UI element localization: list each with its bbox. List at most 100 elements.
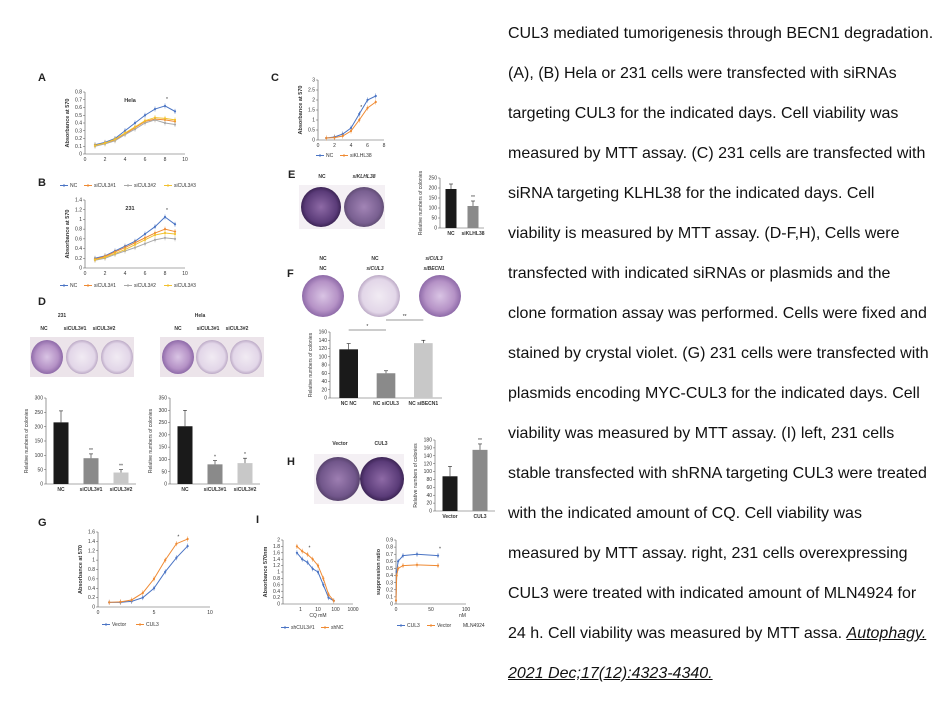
data-point	[163, 215, 167, 219]
y-tick-label: 1	[79, 217, 82, 223]
well-d-hela-sicul3-2	[230, 340, 262, 374]
figure: A B C D E F G H I 0 0.1 0.2 0.3 0.4 0.5 0.6 0.7…	[24, 72, 495, 631]
data-point	[295, 545, 299, 548]
significance-mark: **	[403, 314, 407, 320]
x-category-label: CUL3	[473, 514, 486, 520]
bar-vector	[442, 476, 458, 511]
data-point	[175, 542, 178, 545]
legend-marker	[399, 624, 403, 627]
data-point	[186, 544, 189, 548]
y-tick-label: 150	[159, 445, 168, 451]
data-point	[143, 119, 147, 122]
legend-marker	[86, 184, 90, 187]
data-point	[163, 117, 167, 120]
y-tick-label: 1	[92, 558, 95, 564]
caption-line: stable transfected with shRNA targeting …	[508, 465, 927, 482]
legend-marker	[166, 184, 170, 187]
significance-mark: *	[244, 452, 246, 458]
bar-nc-nc	[339, 349, 358, 398]
significance-mark: **	[119, 464, 123, 470]
legend-marker	[138, 623, 142, 626]
x-tick-label: 6	[144, 157, 147, 163]
y-tick-label: 0.4	[75, 121, 82, 127]
data-point	[163, 231, 167, 235]
legend-label: siCUL3#1	[94, 183, 116, 189]
data-point	[175, 556, 178, 559]
caption-line: transfected with indicated siRNAs or pla…	[508, 265, 891, 282]
y-axis-label: suppression ratio	[376, 548, 382, 595]
citation-link-continued[interactable]: 2021 Dec;17(12):4323-4340.	[508, 665, 713, 682]
x-tick-label: 5	[153, 610, 156, 616]
legend-label: NC	[70, 283, 78, 289]
data-point	[103, 256, 107, 259]
chart-e-colonies: 0 50 100 150 200 250 Relative numbers of colon…	[418, 170, 485, 237]
y-tick-label: 140	[424, 453, 433, 459]
x-tick-label: 8	[383, 143, 386, 149]
panel-label-c: C	[271, 72, 279, 84]
plate-h-col-1: Vector	[332, 441, 347, 447]
x-category-label: siCUL3#2	[234, 487, 257, 493]
y-axis-label: Relative numbers of colonies	[24, 408, 30, 473]
caption-line: siRNA targeting KLHL38 for the indicated…	[508, 185, 875, 202]
legend-b: NC siCUL3#1 siCUL3#2 siCUL3#3	[60, 283, 196, 289]
caption-line: with the indicated amount of CQ. Cell vi…	[508, 505, 862, 522]
data-point	[164, 570, 167, 573]
x-axis-label: nM	[459, 613, 466, 619]
x-tick-label: 6	[144, 271, 147, 277]
y-tick-label: 0	[429, 509, 432, 515]
y-tick-label: 0.6	[273, 582, 280, 588]
data-point	[401, 554, 405, 557]
data-point	[93, 258, 97, 261]
y-tick-label: 140	[319, 338, 328, 344]
data-point	[316, 570, 320, 574]
data-point	[113, 252, 117, 255]
y-tick-label: 0.8	[75, 227, 82, 233]
significance-mark: *	[366, 324, 368, 330]
y-tick-label: 250	[159, 420, 168, 426]
y-tick-label: 0.5	[386, 566, 393, 572]
x-tick-label: 4	[350, 143, 353, 149]
data-point	[333, 136, 336, 139]
citation-link[interactable]: Autophagy.	[846, 625, 927, 642]
y-tick-label: 1.4	[273, 557, 280, 563]
caption-line: 24 h. Cell viability was measured by MTT…	[508, 625, 843, 642]
plate-e-col-2: siKLHL38	[352, 174, 375, 180]
caption-line: stained by crystal violet. (G) 231 cells…	[508, 345, 929, 362]
well-f-nc-nc	[302, 275, 344, 317]
panel-label-i: I	[256, 514, 259, 526]
legend-label: siCUL3#3	[174, 283, 196, 289]
y-axis-label: Absorbance at 570	[298, 86, 304, 135]
y-tick-label: 160	[424, 445, 433, 451]
data-point	[153, 238, 157, 241]
y-tick-label: 50	[161, 469, 167, 475]
data-point	[341, 134, 344, 138]
well-h-vector	[316, 457, 360, 501]
x-tick-label: 10	[182, 157, 188, 163]
data-point	[374, 100, 377, 104]
x-category-label: NC	[447, 231, 455, 237]
plate-d-231-title: 231	[58, 313, 67, 319]
legend-marker	[62, 184, 66, 187]
panel-label-d: D	[38, 296, 46, 308]
bar-nc-sibecn1	[414, 343, 433, 398]
y-tick-label: 0.1	[75, 144, 82, 150]
significance-mark: *	[166, 208, 168, 214]
y-tick-label: 0.4	[75, 246, 82, 252]
y-tick-label: 0.6	[75, 105, 82, 111]
y-tick-label: 0.6	[88, 576, 95, 582]
data-point	[153, 233, 157, 237]
y-tick-label: 100	[35, 453, 44, 459]
data-point	[173, 223, 177, 226]
data-point	[316, 564, 320, 567]
legend-marker	[86, 284, 90, 287]
x-tick-label: 10	[182, 271, 188, 277]
well-e-nc	[301, 187, 341, 227]
plate-f-top-1: NC	[319, 256, 327, 262]
legend-label: siCUL3#1	[94, 283, 116, 289]
well-d-231-nc	[31, 340, 63, 374]
y-tick-label: 0	[79, 152, 82, 158]
legend-label: CUL3	[146, 622, 159, 628]
plate-h: Vector CUL3	[314, 441, 404, 504]
data-point	[186, 537, 189, 541]
series-line-cul3	[395, 553, 439, 601]
